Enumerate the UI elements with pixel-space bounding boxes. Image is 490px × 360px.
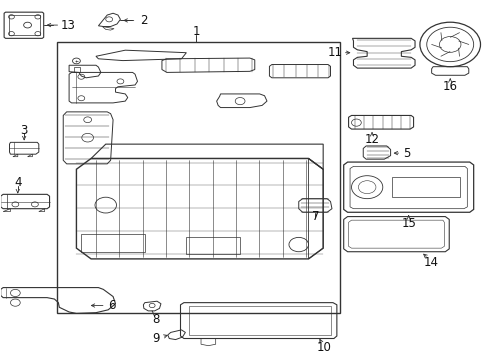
Text: 12: 12 [365, 133, 380, 146]
Text: 4: 4 [14, 176, 22, 189]
Text: 9: 9 [152, 332, 160, 345]
Text: 16: 16 [443, 80, 458, 93]
Text: 2: 2 [141, 14, 148, 27]
Text: 5: 5 [404, 147, 411, 159]
Text: 15: 15 [401, 216, 416, 230]
Text: 8: 8 [152, 312, 160, 326]
Text: 6: 6 [108, 299, 116, 312]
Text: 11: 11 [328, 46, 343, 59]
Text: 7: 7 [312, 210, 319, 223]
Text: 13: 13 [61, 19, 75, 32]
Bar [57, 42, 340, 313]
Text: 1: 1 [193, 25, 200, 38]
Text: 14: 14 [424, 256, 439, 269]
Text: 10: 10 [317, 341, 332, 354]
Text: 3: 3 [21, 124, 28, 137]
